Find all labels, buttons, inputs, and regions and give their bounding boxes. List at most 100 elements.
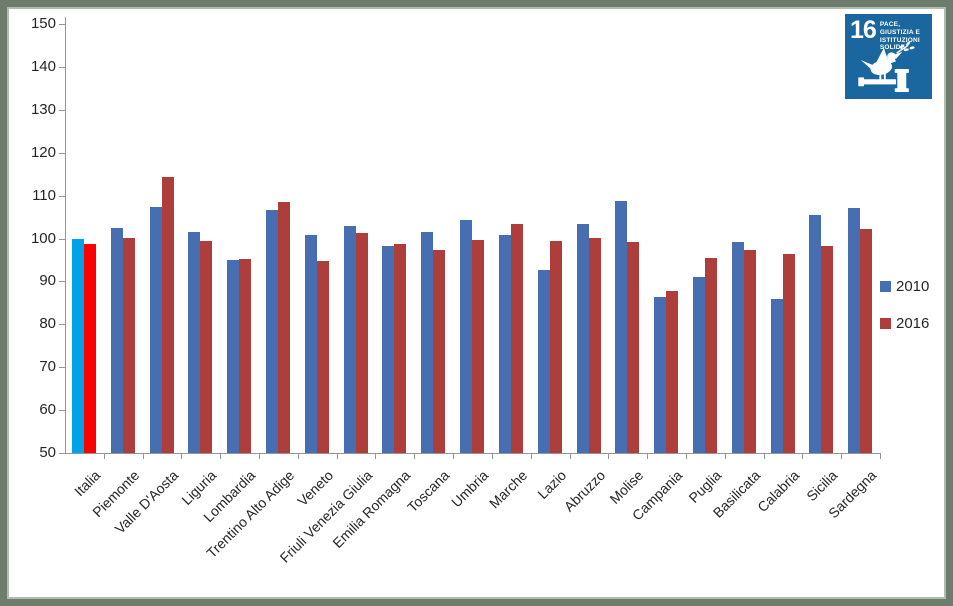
bar-2016-umbria [472,240,485,453]
bar-2016-friuli-venezia-giulia [355,233,368,453]
x-axis-tick [530,454,532,459]
bar-2016-puglia [704,258,717,453]
y-axis-tick-label: 110 [32,186,56,204]
bar-2010-campania [654,296,667,453]
bar-2016-toscana [433,250,446,453]
bar-2010-toscana [421,232,434,453]
y-axis-tick-label: 90 [39,272,56,290]
x-axis-tick [336,454,338,459]
bar-2016-sicilia [821,245,834,453]
x-axis-tick [142,454,144,459]
x-axis-tick [297,454,299,459]
sdg-goal-title: PACE, GIUSTIZIA E ISTITUZIONI SOLIDE [880,21,929,52]
bar-2016-lombardia [239,258,252,453]
legend-item-2010: 2010 [880,278,929,295]
bar-2016-marche [510,224,523,453]
bar-2016-emilia-romagna [394,243,407,453]
x-axis-tick [647,454,649,459]
bar-2016-lazio [549,240,562,453]
sdg-goal16-badge: 16 PACE, GIUSTIZIA E ISTITUZIONI SOLIDE [845,14,932,99]
y-axis-tick [59,410,65,412]
bar-2010-umbria [460,219,473,453]
sdg-goal-title-line2: ISTITUZIONI SOLIDE [879,36,920,52]
bar-2010-molise [615,201,628,453]
x-axis-tick [569,454,571,459]
x-axis-tick [259,454,261,459]
bar-2010-friuli-venezia-giulia [343,225,356,453]
sdg-goal-title-line1: PACE, GIUSTIZIA E [879,21,921,36]
sdg-goal-number: 16 [850,16,877,44]
y-axis-tick [59,238,65,240]
legend-swatch-2010 [880,281,891,292]
bar-2010-marche [498,235,511,453]
y-axis-tick [59,152,65,154]
bar-2010-lazio [537,270,550,453]
y-axis-tick-label: 130 [30,100,56,118]
x-axis-tick [724,454,726,459]
bar-2016-valle-d-aosta [161,176,174,453]
bar-2010-basilicata [731,241,744,453]
bar-2016-campania [666,291,679,453]
bar-2010-emilia-romagna [382,246,395,453]
bar-2016-italia [84,244,96,453]
x-axis-tick [220,454,222,459]
x-axis-tick [375,454,377,459]
bar-2010-lombardia [227,259,240,453]
y-axis-tick-label: 60 [39,401,56,419]
bar-2016-sardegna [860,229,873,453]
x-axis-tick [608,454,610,459]
bar-2010-puglia [692,276,705,453]
x-axis-tick [103,454,105,459]
bar-2010-trentino-alto-adige [266,210,279,453]
y-axis-tick [59,453,65,454]
x-axis-tick [880,454,881,459]
bar-2016-calabria [782,254,795,453]
bar-2010-piemonte [110,227,123,453]
x-axis-line [65,453,881,454]
y-axis-tick [59,281,65,283]
y-axis-line [65,17,66,454]
y-axis-tick [59,24,65,25]
y-axis-tick-label: 80 [39,315,56,333]
legend: 2010 2016 [880,278,929,352]
y-axis-tick-label: 70 [39,358,56,376]
y-axis-tick [59,109,65,111]
legend-label-2016: 2016 [896,315,930,332]
y-axis-tick [59,367,65,369]
bar-2010-sardegna [848,208,861,453]
y-axis-tick-label: 50 [39,444,56,461]
bar-2016-molise [627,241,640,453]
y-axis-tick [59,66,65,68]
bar-2016-veneto [316,260,329,453]
dove-on-gavel-icon [858,42,915,93]
y-axis-tick-label: 120 [30,143,56,161]
x-axis-tick [685,454,687,459]
legend-label-2010: 2010 [896,278,930,295]
bar-2016-trentino-alto-adige [278,202,291,453]
y-axis-tick [59,195,65,197]
bar-2010-italia [72,238,84,453]
bar-2016-basilicata [743,250,756,453]
x-axis-tick [414,454,416,459]
bar-2010-veneto [304,234,317,453]
x-axis-tick [763,454,765,459]
x-axis-tick [841,454,843,459]
bar-2016-abruzzo [588,237,601,453]
bar-2010-sicilia [809,214,822,453]
legend-item-2016: 2016 [880,315,929,332]
x-axis-tick [181,454,183,459]
x-axis-tick [453,454,455,459]
bar-2016-liguria [200,241,213,453]
y-axis-tick-label: 150 [30,15,56,32]
sdg-badge-header: 16 PACE, GIUSTIZIA E ISTITUZIONI SOLIDE [845,14,932,52]
bar-2016-piemonte [122,238,135,453]
bar-2010-calabria [770,298,783,453]
y-axis-tick-label: 140 [30,57,56,75]
x-axis-tick [491,454,493,459]
y-axis-tick [59,324,65,326]
y-axis-tick-label: 100 [30,229,56,247]
bar-2010-liguria [188,232,201,453]
bar-2010-valle-d-aosta [149,207,162,453]
x-axis-tick [802,454,804,459]
